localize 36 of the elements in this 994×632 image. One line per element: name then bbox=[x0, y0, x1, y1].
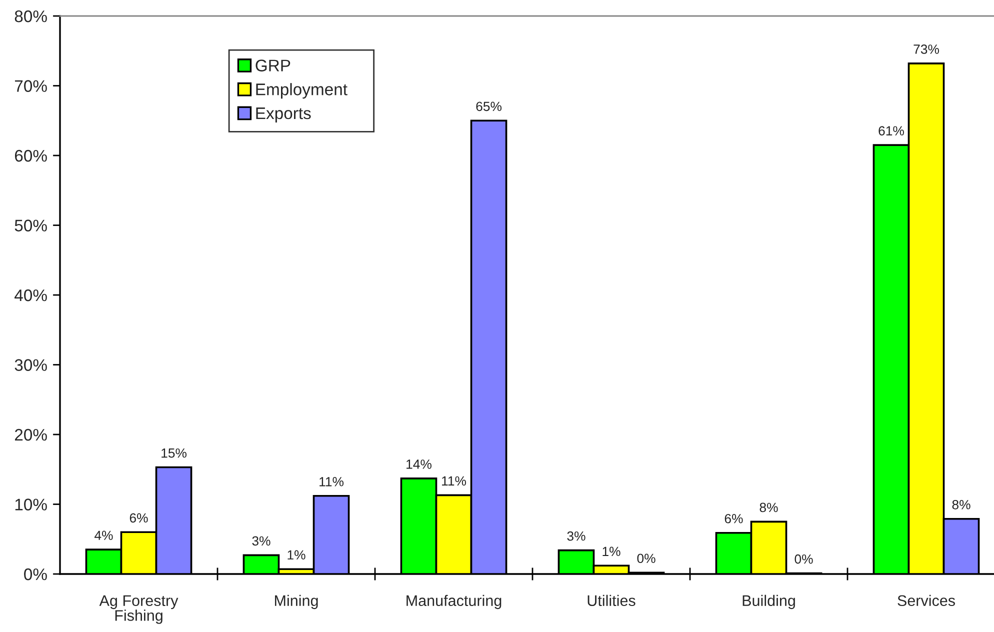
x-tick-label: Utilities bbox=[588, 594, 636, 606]
data-label: 11% bbox=[442, 476, 466, 486]
x-tick-label: Ag Forestry Fishing bbox=[99, 595, 178, 624]
data-label: 4% bbox=[94, 530, 113, 540]
y-tick-label: 40% bbox=[14, 289, 47, 302]
y-tick-label: 10% bbox=[15, 498, 47, 510]
y-tick-label: 20% bbox=[14, 428, 47, 441]
data-label: 1% bbox=[602, 546, 620, 556]
y-tick-label: 80% bbox=[14, 10, 47, 22]
data-label: 14% bbox=[406, 460, 432, 469]
data-label: 8% bbox=[952, 500, 970, 510]
legend-label: GRP bbox=[256, 60, 290, 72]
data-label: 3% bbox=[567, 531, 586, 541]
legend-label: Exports bbox=[256, 108, 311, 122]
data-label: 0% bbox=[637, 554, 656, 564]
x-tick-label: Building bbox=[742, 594, 795, 610]
y-tick-label: 70% bbox=[14, 80, 47, 92]
x-tick-label: Services bbox=[898, 594, 955, 606]
legend-label: Employment bbox=[256, 83, 348, 99]
data-label: 15% bbox=[162, 448, 187, 458]
y-tick-label: 0% bbox=[24, 568, 47, 580]
x-tick-label: Manufacturing bbox=[406, 594, 502, 610]
data-label: 8% bbox=[760, 502, 778, 512]
y-tick-label: 60% bbox=[14, 150, 47, 162]
data-label: 11% bbox=[320, 477, 344, 486]
data-label: 1% bbox=[288, 550, 306, 560]
data-label: 73% bbox=[914, 44, 939, 54]
y-tick-label: 50% bbox=[14, 220, 47, 232]
data-label: 6% bbox=[724, 514, 743, 524]
data-label: 3% bbox=[252, 536, 270, 546]
y-tick-label: 30% bbox=[14, 359, 47, 371]
data-label: 61% bbox=[878, 126, 904, 136]
x-tick-label: Mining bbox=[275, 594, 318, 610]
data-label: 0% bbox=[794, 554, 813, 564]
data-label: 65% bbox=[476, 102, 502, 112]
data-label: 6% bbox=[130, 513, 148, 523]
